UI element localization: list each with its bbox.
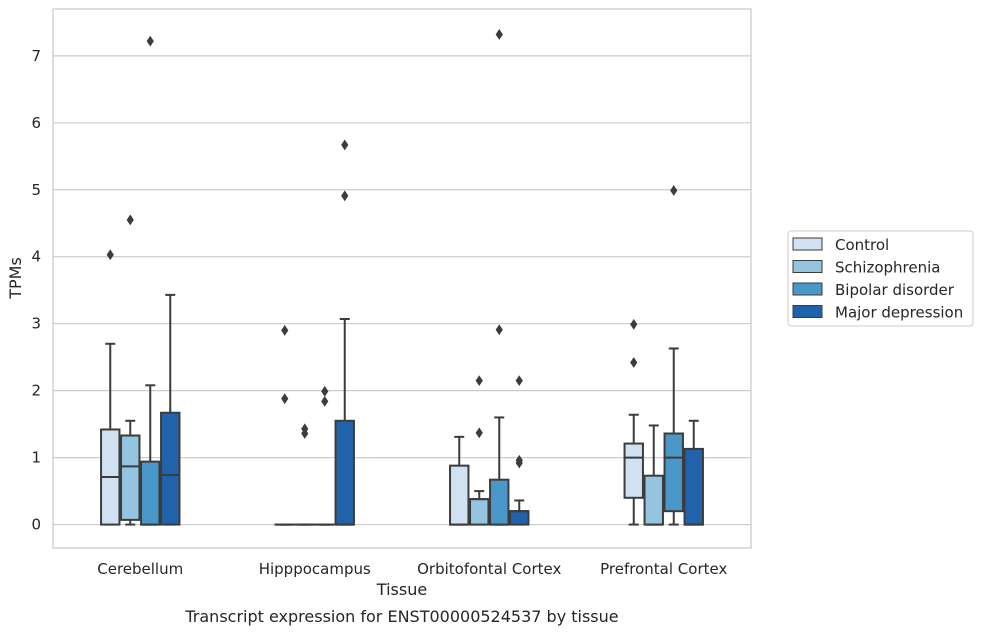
y-tick-labels: 0 1 2 3 4 5 6 7: [31, 47, 41, 534]
outlier-point: [146, 35, 154, 47]
box-bipolar-disorder: [489, 29, 510, 526]
box-iqr: [334, 419, 355, 526]
y-tick-label: 4: [31, 248, 41, 266]
box-major-depression: [160, 293, 181, 526]
legend-swatch: [792, 282, 823, 296]
outlier-point: [321, 395, 329, 407]
outlier-point: [630, 357, 638, 368]
outlier-point: [321, 385, 329, 397]
box-iqr: [643, 474, 664, 526]
outlier-point: [515, 454, 523, 466]
box-control: [449, 435, 470, 526]
x-tick-label: Prefrontal Cortex: [600, 560, 727, 578]
legend-swatch: [792, 305, 823, 318]
box-iqr: [489, 478, 510, 526]
box-iqr: [160, 411, 181, 526]
outlier-point: [281, 324, 289, 336]
outlier-point: [341, 190, 349, 202]
box-bipolar-disorder: [663, 185, 684, 526]
x-tick-label: Hipppocampus: [259, 560, 371, 578]
box-bipolar-disorder: [140, 35, 161, 526]
box-iqr: [120, 434, 141, 521]
box-schizophrenia: [120, 214, 141, 526]
legend-swatch: [792, 260, 823, 273]
box-schizophrenia: [294, 423, 315, 526]
outlier-point: [341, 139, 349, 151]
x-tick-label: Orbitofontal Cortex: [417, 560, 561, 578]
y-tick-label: 6: [31, 114, 41, 132]
legend-entry: Control: [835, 236, 889, 254]
x-tick-labels: Cerebellum Hipppocampus Orbitofontal Corte…: [97, 560, 727, 578]
box-schizophrenia: [643, 424, 664, 526]
y-tick-label: 1: [31, 449, 41, 467]
y-axis-label: TPMs: [6, 257, 25, 300]
y-tick-label: 7: [31, 47, 41, 65]
legend-frame: [787, 230, 974, 327]
box-control: [623, 318, 644, 526]
outlier-point: [495, 324, 503, 336]
legend-entry: Major depression: [835, 304, 963, 322]
outlier-point: [475, 427, 483, 439]
outlier-point: [106, 249, 114, 261]
outlier-point: [281, 393, 289, 405]
box-iqr: [663, 432, 684, 513]
box-control: [100, 249, 121, 526]
box-control: [274, 324, 295, 526]
legend-entry: Bipolar disorder: [835, 281, 955, 299]
box-major-depression: [509, 375, 530, 526]
box-iqr: [449, 464, 470, 526]
x-axis-label: Tissue: [376, 580, 427, 599]
y-tick-label: 3: [31, 315, 41, 333]
box-iqr: [469, 498, 490, 526]
y-tick-label: 5: [31, 181, 41, 199]
box-iqr: [509, 510, 530, 526]
outlier-point: [495, 29, 503, 40]
box-major-depression: [683, 419, 704, 526]
outlier-point: [301, 423, 309, 435]
legend-entry: Schizophrenia: [835, 259, 940, 277]
outlier-point: [515, 375, 523, 387]
outlier-point: [630, 318, 638, 330]
x-tick-label: Cerebellum: [97, 560, 183, 578]
box-bipolar-disorder: [314, 385, 335, 526]
box-iqr: [623, 442, 644, 499]
y-tick-label: 0: [31, 516, 41, 534]
outlier-point: [475, 375, 483, 387]
outlier-point: [126, 214, 134, 226]
outlier-point: [670, 185, 678, 196]
legend: Control Schizophrenia Bipolar disorder Majo…: [787, 230, 974, 327]
box-iqr: [140, 460, 161, 526]
box-schizophrenia: [469, 375, 490, 526]
y-tick-label: 2: [31, 382, 41, 400]
box-major-depression: [334, 139, 355, 526]
chart-caption: Transcript expression for ENST0000052453…: [184, 607, 618, 626]
box-iqr: [683, 447, 704, 526]
box-series: [100, 29, 704, 526]
legend-swatch: [792, 237, 823, 251]
